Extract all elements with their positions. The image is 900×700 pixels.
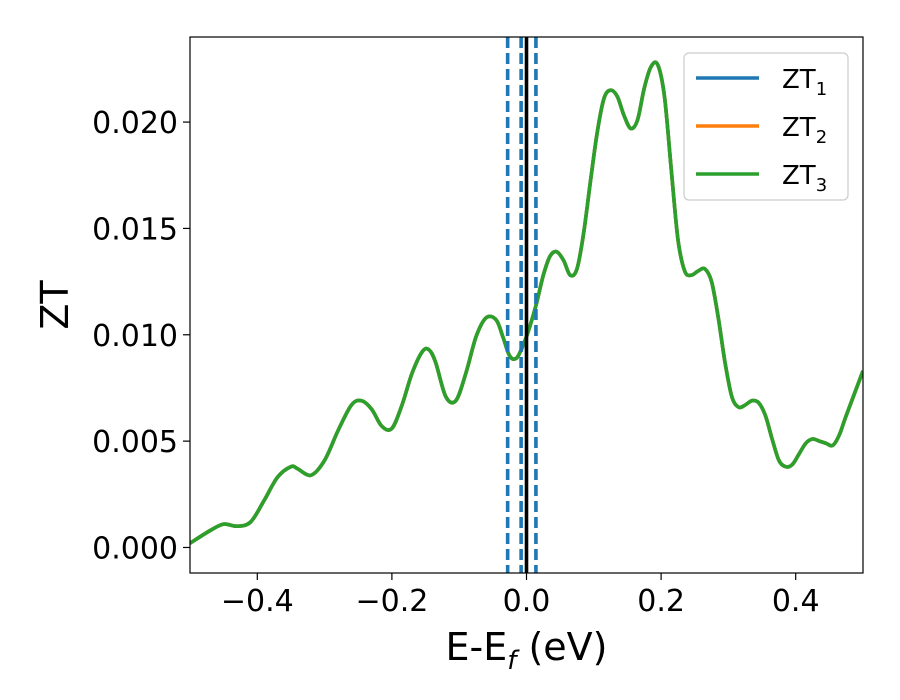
x-axis-ticks: −0.4 −0.2 0.0 0.2 0.4 (221, 573, 820, 619)
y-tick-label: 0.015 (92, 212, 178, 247)
y-tick-label: 0.010 (92, 319, 178, 354)
y-axis-ticks: 0.000 0.005 0.010 0.015 0.020 (92, 106, 190, 566)
series-curves (190, 60, 863, 545)
legend-label-2: ZT2 (782, 113, 827, 148)
x-tick-label: 0.4 (772, 584, 820, 619)
legend-label-1: ZT1 (782, 65, 827, 100)
y-tick-label: 0.005 (92, 425, 178, 460)
legend-box (683, 52, 849, 201)
legend-label-3: ZT3 (782, 161, 827, 196)
fermi-level-lines (505, 37, 538, 573)
series-line-3 (190, 60, 863, 545)
x-tick-label: −0.4 (221, 584, 294, 619)
y-tick-label: 0.000 (92, 531, 178, 566)
y-tick-label: 0.020 (92, 106, 178, 141)
x-tick-label: 0.2 (637, 584, 685, 619)
x-tick-label: −0.2 (355, 584, 428, 619)
x-tick-label: 0.0 (503, 584, 551, 619)
y-axis-label: ZT (33, 280, 77, 330)
x-axis-label-main: E-E (446, 625, 508, 669)
legend: ZT1 ZT2 ZT3 (683, 52, 849, 201)
x-axis-label: E-Ef (eV) (446, 625, 608, 676)
x-axis-label-suffix: (eV) (516, 625, 607, 669)
